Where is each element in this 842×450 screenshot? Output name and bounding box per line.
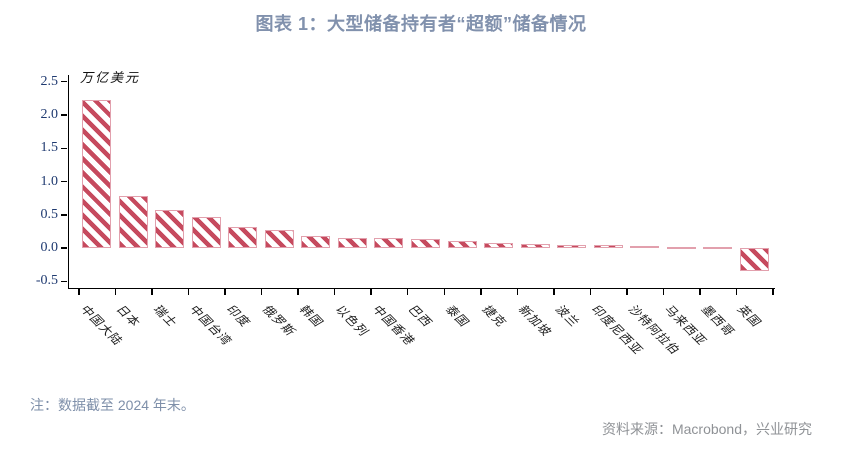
bar bbox=[484, 243, 513, 249]
y-axis-tick bbox=[61, 180, 67, 183]
x-axis-tick bbox=[772, 288, 774, 295]
bar bbox=[82, 99, 111, 248]
footnote: 注：数据截至 2024 年末。 bbox=[30, 397, 195, 413]
bar bbox=[666, 246, 696, 249]
x-axis-label: 日本 bbox=[113, 301, 143, 330]
x-axis-label: 以色列 bbox=[332, 301, 371, 339]
y-axis-tick bbox=[61, 114, 67, 116]
y-axis-tick-label: 2.0 bbox=[40, 106, 59, 122]
bar bbox=[630, 246, 660, 249]
bar bbox=[374, 238, 404, 249]
y-axis-tick bbox=[61, 280, 67, 283]
y-axis-tick-label: 0.5 bbox=[40, 206, 59, 222]
y-axis-tick bbox=[61, 214, 67, 216]
bar bbox=[118, 195, 148, 249]
x-axis-label: 韩国 bbox=[296, 301, 325, 330]
y-axis-unit-label: 万亿美元 bbox=[80, 71, 141, 86]
y-axis-line bbox=[68, 75, 69, 288]
chart-title: 图表 1：大型储备持有者“超额”储备情况 bbox=[255, 14, 587, 34]
bar bbox=[593, 244, 623, 248]
x-axis-tick bbox=[699, 288, 701, 295]
x-axis-tick bbox=[443, 288, 445, 295]
y-axis-tick-label: 1.0 bbox=[40, 173, 59, 189]
bar bbox=[447, 241, 477, 249]
x-axis-tick bbox=[626, 288, 628, 295]
bar bbox=[520, 244, 550, 249]
y-axis-tick bbox=[61, 247, 67, 249]
x-axis-tick bbox=[78, 288, 80, 295]
bar bbox=[337, 238, 367, 249]
y-axis-tick-label: 0.0 bbox=[40, 240, 59, 256]
bar bbox=[739, 248, 769, 272]
x-axis-tick bbox=[589, 288, 592, 295]
y-axis-tick-label: 2.5 bbox=[40, 73, 59, 89]
x-axis-tick bbox=[516, 288, 519, 295]
x-axis-tick bbox=[370, 288, 372, 295]
bar bbox=[155, 209, 185, 249]
bar bbox=[264, 230, 294, 249]
bar bbox=[703, 246, 733, 249]
x-axis-label: 印度 bbox=[223, 301, 252, 330]
y-axis-tick bbox=[61, 147, 67, 149]
x-axis-label: 泰国 bbox=[442, 301, 471, 330]
x-axis-label: 英国 bbox=[735, 301, 764, 330]
x-axis-tick bbox=[260, 288, 263, 295]
source-credit: 资料来源：Macrobond，兴业研究 bbox=[601, 421, 812, 437]
x-axis-label: 波兰 bbox=[552, 301, 581, 330]
x-axis-label: 新加坡 bbox=[515, 301, 554, 339]
x-axis-tick bbox=[297, 288, 299, 295]
bar bbox=[557, 244, 587, 248]
bar bbox=[410, 238, 440, 248]
y-axis-tick-label: 1.5 bbox=[40, 140, 59, 156]
x-axis-label: 巴西 bbox=[406, 301, 435, 330]
bar bbox=[228, 227, 258, 248]
x-axis-label: 俄罗斯 bbox=[259, 301, 298, 339]
x-axis-tick bbox=[735, 288, 738, 295]
x-axis-tick bbox=[662, 288, 665, 295]
y-axis-tick bbox=[61, 80, 67, 83]
bar bbox=[301, 236, 331, 249]
x-axis-tick bbox=[553, 288, 555, 295]
x-axis-tick bbox=[480, 288, 482, 295]
x-axis-tick bbox=[406, 288, 409, 295]
x-axis-tick bbox=[224, 288, 226, 295]
x-axis-label: 捷克 bbox=[479, 301, 508, 330]
x-axis-label: 瑞士 bbox=[150, 301, 179, 330]
x-axis-line bbox=[68, 288, 775, 289]
y-axis-tick-label: -0.5 bbox=[35, 273, 58, 289]
x-axis-tick bbox=[333, 288, 336, 295]
bar bbox=[191, 216, 221, 249]
x-axis-tick bbox=[187, 288, 190, 295]
x-axis-tick bbox=[151, 288, 153, 295]
x-axis-tick bbox=[114, 288, 116, 295]
